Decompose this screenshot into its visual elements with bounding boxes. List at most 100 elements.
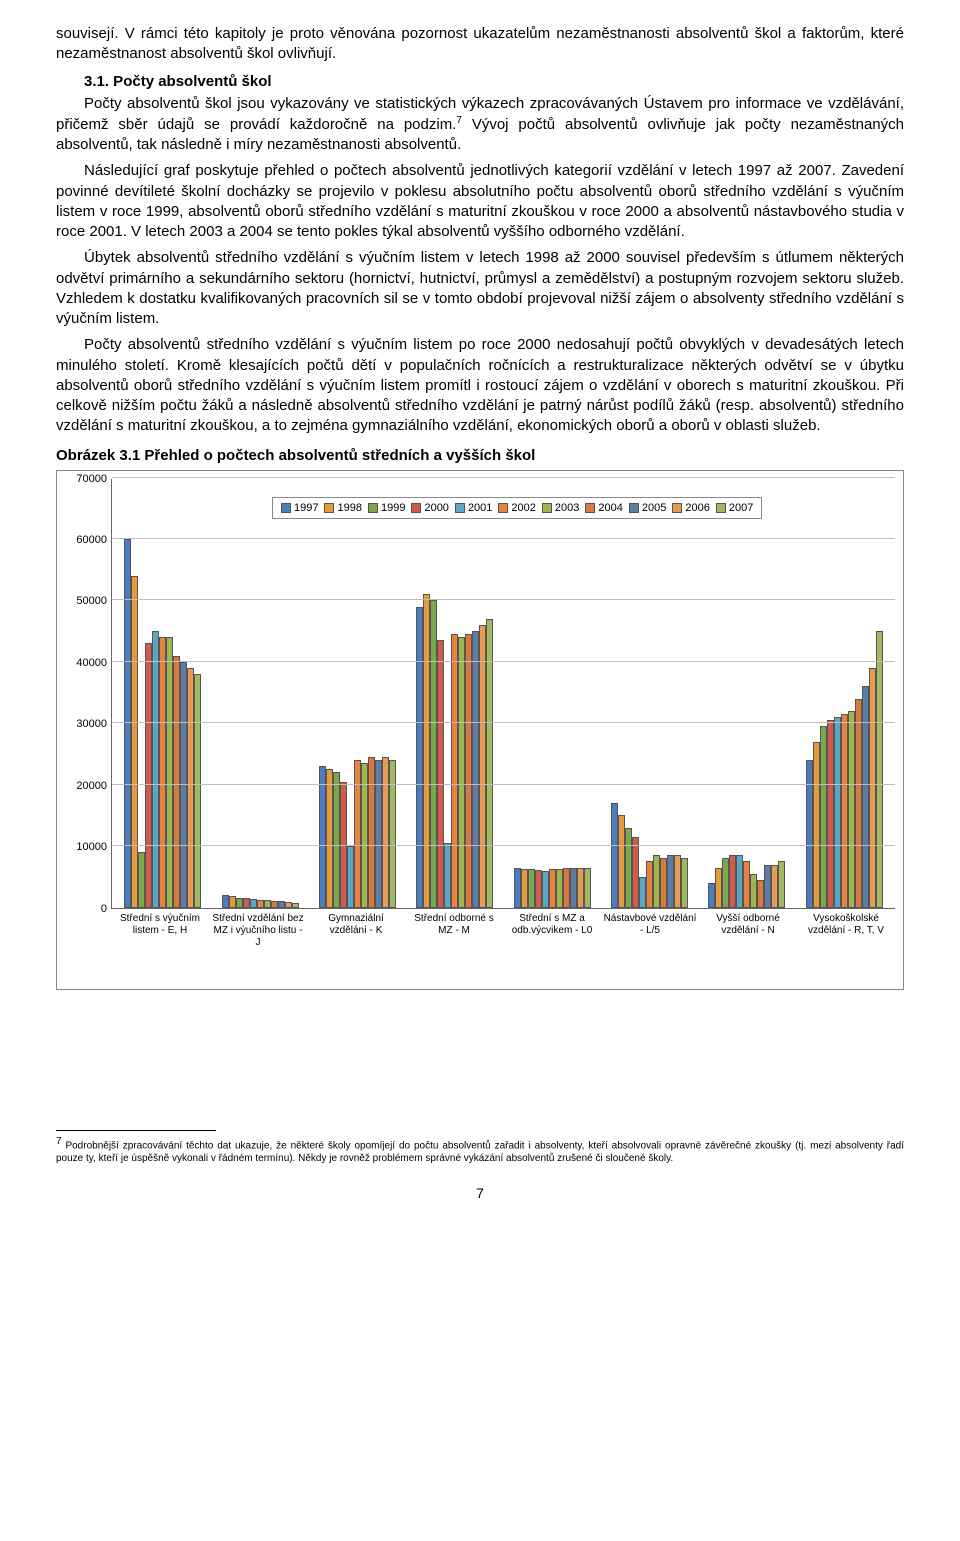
bar-group [309, 479, 406, 908]
bar-group [406, 479, 503, 908]
legend-label: 2001 [468, 502, 492, 514]
bar [667, 855, 674, 907]
legend-label: 2005 [642, 502, 666, 514]
bar [159, 637, 166, 907]
bar [423, 594, 430, 907]
bar [333, 772, 340, 907]
y-tick-label: 70000 [76, 473, 107, 485]
legend-swatch [324, 503, 334, 513]
bar [361, 763, 368, 907]
legend-item: 1999 [368, 502, 405, 514]
intro-paragraph: souvisejí. V rámci této kapitoly je prot… [56, 24, 904, 65]
footnote: 7 Podrobnější zpracovávání těchto dat uk… [56, 1135, 904, 1165]
legend-swatch [455, 503, 465, 513]
bar [876, 631, 883, 907]
bar [326, 769, 333, 907]
bar [570, 868, 577, 908]
bar [472, 631, 479, 907]
x-category-label: Střední odborné s MZ - M [405, 913, 503, 949]
legend-swatch [585, 503, 595, 513]
bar [257, 900, 264, 908]
bar [764, 865, 771, 908]
legend-label: 2007 [729, 502, 753, 514]
legend-item: 2005 [629, 502, 666, 514]
bar [862, 686, 869, 907]
chart-title: Obrázek 3.1 Přehled o počtech absolventů… [56, 447, 904, 464]
legend-swatch [672, 503, 682, 513]
bar [229, 896, 236, 907]
bar [743, 861, 750, 907]
bar [848, 711, 855, 908]
bar-group [698, 479, 795, 908]
paragraph-1: Počty absolventů škol jsou vykazovány ve… [56, 94, 904, 156]
gridline [112, 784, 895, 785]
legend-label: 2006 [685, 502, 709, 514]
bar [841, 714, 848, 908]
bar [347, 846, 354, 907]
bar [138, 852, 145, 907]
gridline [112, 661, 895, 662]
bar-group [601, 479, 698, 908]
bar [521, 869, 528, 908]
bar [319, 766, 326, 907]
bar [653, 855, 660, 907]
bar [820, 726, 827, 907]
bar [222, 895, 229, 907]
bar [618, 815, 625, 907]
bar [514, 868, 521, 908]
bar [660, 858, 667, 907]
bar [194, 674, 201, 907]
legend-item: 1997 [281, 502, 318, 514]
bar-group [796, 479, 893, 908]
section-title: 3.1. Počty absolventů škol [56, 73, 904, 90]
bar [354, 760, 361, 907]
legend-swatch [542, 503, 552, 513]
y-tick-label: 40000 [76, 657, 107, 669]
plot-area: 1997199819992000200120022003200420052006… [111, 479, 895, 909]
bar [639, 877, 646, 908]
bar [250, 899, 257, 908]
bar [292, 903, 299, 908]
bar [528, 869, 535, 907]
bar-group [211, 479, 308, 908]
x-category-label: Gymnaziální vzdělání - K [307, 913, 405, 949]
bar [556, 869, 563, 908]
bar [681, 858, 688, 907]
bar [715, 868, 722, 908]
footnote-rule [56, 1130, 216, 1131]
legend-swatch [368, 503, 378, 513]
legend-label: 1997 [294, 502, 318, 514]
y-tick-label: 50000 [76, 595, 107, 607]
legend-label: 2002 [511, 502, 535, 514]
paragraph-3: Úbytek absolventů středního vzdělání s v… [56, 248, 904, 329]
bar [264, 900, 271, 907]
bar [382, 757, 389, 908]
legend-item: 2007 [716, 502, 753, 514]
bar [479, 625, 486, 908]
chart-legend: 1997199819992000200120022003200420052006… [272, 497, 762, 519]
bar [271, 901, 278, 908]
legend-item: 2003 [542, 502, 579, 514]
bar [124, 539, 131, 908]
y-tick-label: 0 [101, 903, 107, 915]
bar [437, 640, 444, 907]
bar [611, 803, 618, 907]
x-category-label: Střední s výučním listem - E, H [111, 913, 209, 949]
bar [646, 861, 653, 907]
bar [750, 874, 757, 908]
legend-item: 2002 [498, 502, 535, 514]
legend-item: 2000 [411, 502, 448, 514]
y-axis: 010000200003000040000500006000070000 [65, 479, 111, 909]
bar [444, 843, 451, 908]
bar [736, 855, 743, 907]
bar [757, 880, 764, 908]
bar [465, 634, 472, 907]
bar-group [504, 479, 601, 908]
bar [166, 637, 173, 907]
bar [549, 869, 556, 907]
bar [869, 668, 876, 908]
legend-swatch [281, 503, 291, 513]
bar [451, 634, 458, 907]
legend-label: 2004 [598, 502, 622, 514]
bar [236, 898, 243, 908]
